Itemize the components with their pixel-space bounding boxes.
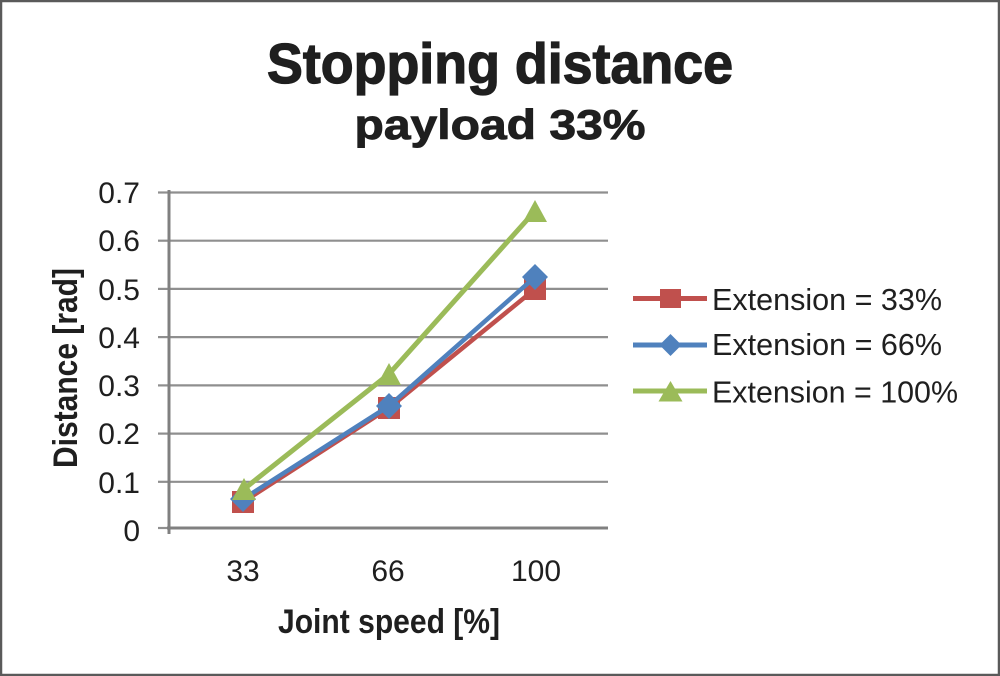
svg-text:Distance [rad]: Distance [rad] — [47, 268, 85, 468]
svg-text:100: 100 — [511, 555, 561, 588]
svg-text:Joint speed [%]: Joint speed [%] — [278, 603, 500, 641]
svg-text:0.5: 0.5 — [98, 274, 140, 307]
svg-text:Extension = 66%: Extension = 66% — [712, 327, 942, 362]
svg-text:0.4: 0.4 — [98, 322, 140, 355]
svg-text:0.2: 0.2 — [98, 418, 140, 451]
svg-text:0.7: 0.7 — [98, 177, 140, 210]
svg-text:33: 33 — [226, 555, 259, 588]
svg-text:payload 33%: payload 33% — [355, 101, 646, 148]
svg-text:Stopping distance: Stopping distance — [267, 32, 733, 96]
svg-text:0.3: 0.3 — [98, 370, 140, 403]
svg-text:Extension = 33%: Extension = 33% — [712, 282, 942, 317]
svg-text:0.6: 0.6 — [98, 225, 140, 258]
svg-text:66: 66 — [371, 555, 404, 588]
svg-text:Extension = 100%: Extension = 100% — [712, 375, 958, 410]
svg-text:0: 0 — [123, 515, 140, 548]
svg-text:0.1: 0.1 — [98, 467, 140, 500]
